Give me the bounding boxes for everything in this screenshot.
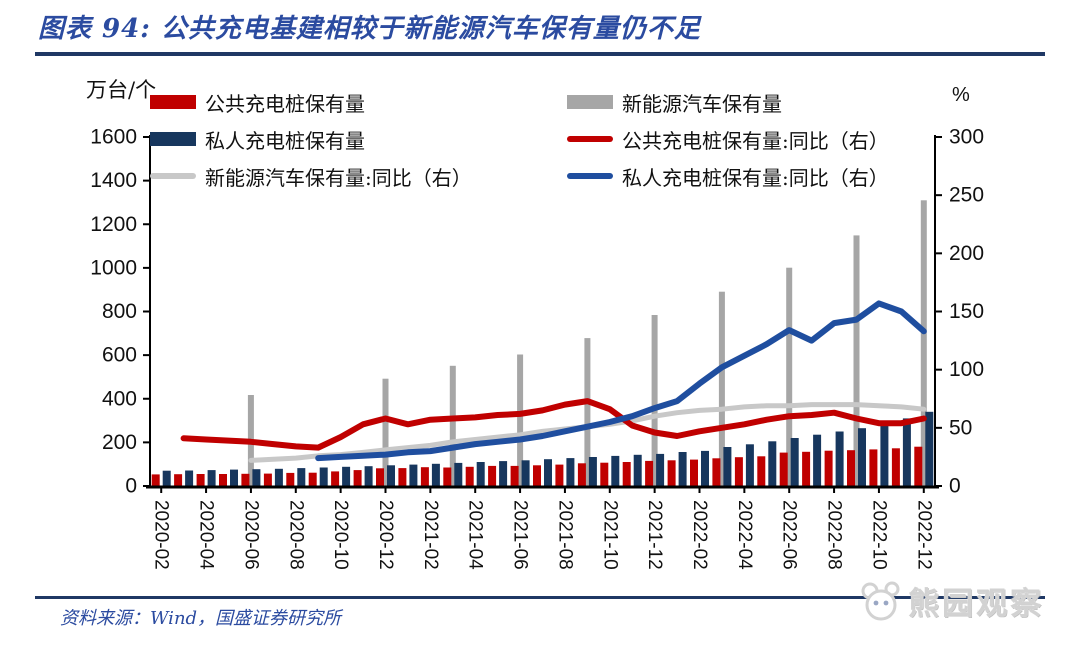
- x-axis-tick-label: 2020-04: [196, 500, 217, 570]
- left-axis-tick-label: 1400: [90, 169, 137, 192]
- series-私人充电桩保有量: [162, 411, 934, 486]
- right-axis-tick-label: 300: [949, 126, 984, 149]
- legend-item: 私人充电桩保有量: [150, 127, 365, 153]
- legend-label: 私人充电桩保有量:同比（右）: [622, 165, 889, 190]
- x-axis-tick-label: 2020-08: [285, 500, 306, 570]
- data-source-note: 资料来源：Wind，国盛证券研究所: [60, 608, 342, 629]
- series-新能源汽车保有量: [247, 200, 927, 487]
- x-axis-tick-label: 2020-06: [240, 500, 261, 570]
- watermark: 熊园观察: [856, 578, 1044, 623]
- left-axis-tick-label: 800: [102, 300, 137, 323]
- series-私人充电桩保有量:同比（右）: [315, 300, 927, 462]
- right-axis-tick-label: 200: [949, 242, 984, 265]
- watermark-text: 熊园观察: [908, 586, 1044, 622]
- legend-label: 公共充电桩保有量: [205, 91, 365, 116]
- x-axis-tick-label: 2021-04: [465, 500, 486, 570]
- right-axis-tick-label: 150: [949, 300, 984, 323]
- legend-label: 私人充电桩保有量: [205, 128, 365, 153]
- x-axis-tick-label: 2020-12: [375, 500, 396, 570]
- legend-item: 私人充电桩保有量:同比（右）: [567, 164, 889, 190]
- right-axis-tick-label: 250: [949, 184, 984, 207]
- right-axis-tick-label: 0: [949, 475, 961, 498]
- left-axis-unit-label: 万台/个: [86, 78, 157, 102]
- right-axis-tick-label: 50: [949, 416, 972, 439]
- legend-label: 公共充电桩保有量:同比（右）: [622, 128, 889, 153]
- series-公共充电桩保有量: [151, 446, 923, 486]
- left-axis-tick-label: 1000: [90, 256, 137, 279]
- x-axis-tick-label: 2022-12: [913, 500, 934, 570]
- footer-divider: [35, 596, 1045, 599]
- figure-title: 图表 94: 公共充电基建相较于新能源汽车保有量仍不足: [38, 14, 701, 44]
- x-axis-tick-label: 2022-08: [824, 500, 845, 570]
- left-axis-tick-label: 1600: [90, 126, 137, 149]
- legend-item: 公共充电桩保有量: [150, 90, 365, 116]
- legend-swatch-public-bar: [150, 95, 196, 109]
- x-axis-tick-label: 2021-12: [644, 500, 665, 570]
- legend-swatch-private-bar: [150, 132, 196, 146]
- left-axis-tick-label: 600: [102, 344, 137, 367]
- left-axis-tick-label: 200: [102, 431, 137, 454]
- x-axis-tick-label: 2021-02: [420, 500, 441, 570]
- x-axis-tick-label: 2021-06: [510, 500, 531, 570]
- left-axis-tick-label: 0: [125, 475, 137, 498]
- legend-item: 新能源汽车保有量:同比（右）: [150, 164, 472, 190]
- series-公共充电桩保有量:同比（右）: [180, 398, 927, 451]
- x-axis-tick-label: 2021-10: [599, 500, 620, 570]
- left-axis-tick-label: 1200: [90, 213, 137, 236]
- legend-item: 公共充电桩保有量:同比（右）: [567, 127, 889, 153]
- x-axis-tick-label: 2022-04: [734, 500, 755, 570]
- x-axis-tick-label: 2022-02: [689, 500, 710, 570]
- legend-swatch-nev-yoy-line: [150, 173, 196, 179]
- legend-swatch-public-yoy-line: [567, 136, 613, 142]
- right-axis-tick-label: 100: [949, 358, 984, 381]
- x-axis-tick-label: 2022-10: [868, 500, 889, 570]
- left-axis-tick-label: 400: [102, 387, 137, 410]
- chart-legend: 公共充电桩保有量 私人充电桩保有量 新能源汽车保有量:同比（右） 新能源汽车保有…: [0, 0, 1080, 200]
- right-axis-unit-label: %: [952, 84, 970, 106]
- axes: 0 200 400 600 800 1000 1200 1400 1600 0 50 100 150 20…: [90, 126, 984, 571]
- legend-label: 新能源汽车保有量: [622, 91, 782, 116]
- x-axis-tick-label: 2022-06: [779, 500, 800, 570]
- x-axis-tick-label: 2020-10: [330, 500, 351, 570]
- x-axis-tick-label: 2021-08: [554, 500, 575, 570]
- title-divider: [35, 52, 1045, 56]
- legend-swatch-private-yoy-line: [567, 173, 613, 179]
- bear-logo-icon: [861, 581, 900, 620]
- x-axis-tick-label: 2020-02: [151, 500, 172, 570]
- legend-swatch-nev-bar: [567, 95, 613, 109]
- legend-label: 新能源汽车保有量:同比（右）: [205, 165, 472, 190]
- legend-item: 新能源汽车保有量: [567, 90, 782, 116]
